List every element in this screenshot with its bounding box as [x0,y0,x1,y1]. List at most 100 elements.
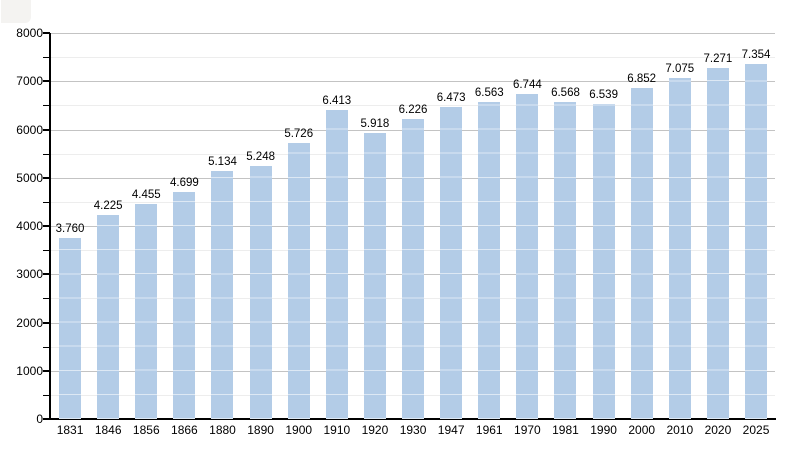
gridline-minor [51,105,775,107]
bar-column: 5.134 [203,33,241,419]
bar-value-label: 5.248 [246,150,275,163]
bar [630,88,653,419]
y-axis-line [49,33,51,420]
x-axis-tick-label: 1890 [247,423,274,437]
y-axis-major-tick [43,273,50,276]
bar-column: 4.455 [127,33,165,419]
x-axis-tick-label: 1846 [94,423,122,437]
x-axis-tick-label: 2025 [742,423,770,437]
bar [173,192,196,419]
y-axis-minor-tick [43,346,50,348]
bar-column: 6.226 [394,33,432,419]
x-axis-labels: 1831 1846 1856 1866 1880 1890 1900 1910 1920 1930… [51,423,775,438]
x-axis-tick-label: 1900 [285,423,313,437]
x-axis-tick-label: 1947 [437,423,465,437]
bar-value-label: 5.726 [284,127,314,140]
bar-value-label: 7.075 [665,62,695,75]
bar-column: 5.726 [280,33,318,419]
bar-column: 7.271 [699,33,737,419]
x-axis-tick-label: 1920 [361,423,389,437]
y-axis-tick-label: 5000 [16,170,43,185]
bar-column: 6.563 [470,33,508,419]
bar-value-label: 4.455 [131,189,161,202]
bar-column: 6.744 [508,33,546,419]
y-axis-major-tick [43,418,50,420]
x-axis-tick-label: 1831 [56,423,84,437]
bar [97,215,120,419]
gridline-minor [51,57,775,59]
plot-area: 3.760 4.225 4.455 4.699 5.134 5.248 5.726 6.413… [51,33,775,419]
gridline-major [51,81,775,83]
bar-column: 6.539 [585,33,623,419]
x-axis-tick-label: 1856 [132,423,160,437]
y-axis-major-tick [43,369,50,372]
x-axis-tick-label: 2000 [628,423,656,437]
bar-value-label: 5.134 [208,156,237,169]
bar-value-label: 7.354 [741,49,771,62]
x-axis-tick-label: 1990 [590,423,617,437]
bar-columns: 3.760 4.225 4.455 4.699 5.134 5.248 5.726 6.413… [51,33,775,419]
y-axis-major-tick [43,80,50,83]
bar [440,106,463,419]
gridline-major [51,33,775,34]
y-axis-tick-label: 4000 [16,219,43,233]
y-axis-tick-label: 6000 [16,122,43,137]
bar [135,204,158,419]
y-axis-minor-tick [43,105,50,107]
bar-column: 6.852 [623,33,661,419]
bar-column: 7.354 [737,33,775,419]
x-axis-tick-label: 1880 [209,423,236,437]
corner-artifact [1,0,31,23]
bar [59,237,82,419]
x-axis-tick-label: 1910 [323,423,351,437]
bar [745,64,768,419]
y-axis-tick-label: 8000 [16,26,43,40]
y-axis-minor-tick [43,57,50,59]
bar [363,133,386,419]
x-axis-tick-label: 1930 [399,423,427,437]
bar-column: 4.699 [165,33,203,419]
y-axis-tick-label: 3000 [16,267,43,282]
x-axis-line [48,418,776,420]
y-axis-major-tick [43,225,50,227]
y-axis-major-tick [43,321,50,324]
bar-value-label: 4.225 [93,200,123,213]
y-axis-major-tick [43,128,50,131]
bar-value-label: 6.413 [322,94,352,107]
y-axis-minor-tick [43,153,50,155]
bar-value-label: 7.271 [703,53,733,66]
y-axis-tick-label: 2000 [16,315,43,330]
x-axis-tick-label: 1970 [514,423,541,437]
bar [516,93,539,419]
bar-value-label: 3.760 [55,222,85,235]
bar-column: 6.473 [432,33,470,419]
y-axis-major-tick [43,176,50,179]
bar-column: 5.918 [356,33,394,419]
bar [249,165,272,419]
bar-column: 7.075 [661,33,699,419]
bar-value-label: 6.744 [512,78,542,91]
bar-value-label: 6.226 [398,103,428,116]
y-axis-minor-tick [43,394,50,396]
x-axis-tick-label: 1981 [552,423,579,437]
bar [325,109,348,419]
bar [592,103,615,419]
bar [554,102,577,419]
y-axis-minor-tick [43,250,50,252]
bar-value-label: 6.568 [551,87,580,100]
y-axis-tick-label: 1000 [16,363,43,378]
y-axis-tick-label: 7000 [16,74,43,89]
y-axis-minor-tick [43,201,50,203]
x-axis-tick-label: 1866 [171,423,198,437]
y-axis-major-tick [43,32,50,34]
x-axis-tick-label: 1961 [475,423,503,437]
bar-value-label: 6.563 [474,87,504,100]
bar-value-label: 6.539 [589,88,618,101]
y-axis-minor-tick [43,298,50,300]
x-axis-tick-label: 2020 [704,423,732,437]
bar [287,142,310,419]
bar-column: 5.248 [242,33,280,419]
bar-column: 6.413 [318,33,356,419]
bar [402,118,425,419]
